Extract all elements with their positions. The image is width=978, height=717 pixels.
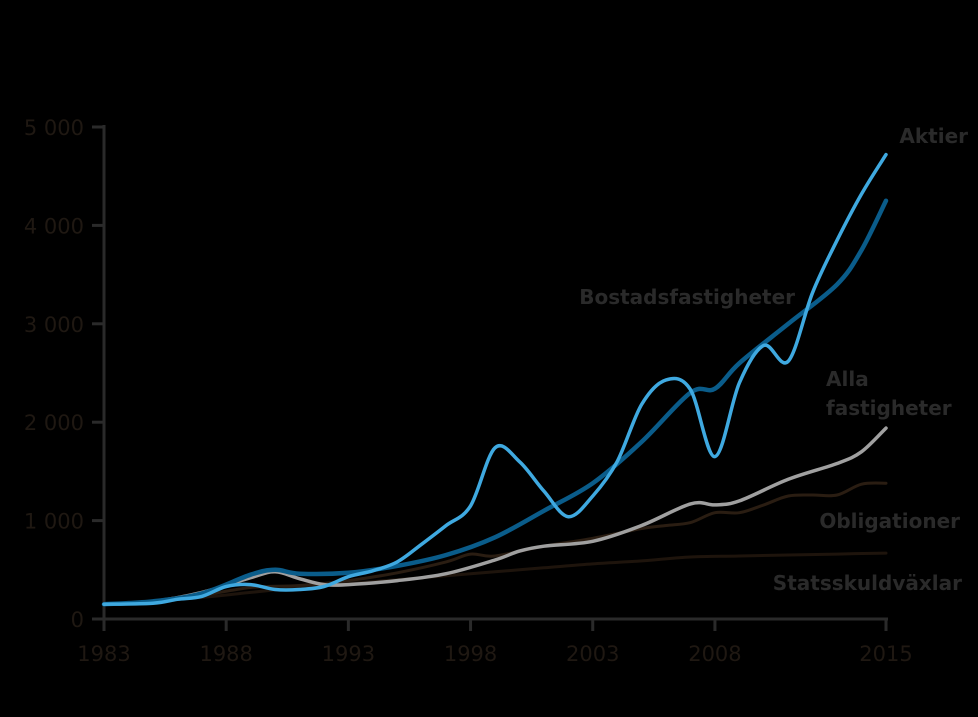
series-lines	[101, 152, 889, 607]
x-tick-label: 2008	[688, 642, 741, 666]
axes: 0 1 000 2 000 3 000 4 000 5 000 1983 1988 1993 19…	[24, 116, 913, 666]
x-tick-label: 1993	[322, 642, 375, 666]
series-line-aktier	[102, 152, 888, 606]
y-tick-label: 2 000	[24, 411, 84, 435]
y-tick-label: 1 000	[24, 510, 84, 534]
series-label: Statsskuldväxlar	[773, 571, 962, 595]
series-line-statsskuldväxlar	[102, 551, 888, 606]
x-tick-label: 1988	[199, 642, 252, 666]
series-label: Aktier	[899, 124, 968, 148]
x-tick-label: 2015	[859, 642, 912, 666]
series-labels: Aktier Bostadsfastigheter Alla fastigheter O…	[579, 124, 968, 595]
x-tick-label: 1983	[77, 642, 130, 666]
series-label: Bostadsfastigheter	[579, 285, 795, 309]
y-tick-label: 5 000	[24, 116, 84, 140]
series-label: fastigheter	[826, 396, 952, 420]
series-line-alla-fastigheter	[102, 426, 888, 606]
y-tick-label: 4 000	[24, 214, 84, 238]
y-tick-label: 0	[71, 608, 84, 632]
x-tick-label: 1998	[444, 642, 497, 666]
series-line-obligationer	[102, 481, 888, 606]
series-line-bostadsfastigheter	[101, 198, 889, 607]
series-label: Alla	[826, 367, 869, 391]
series-label: Obligationer	[819, 509, 960, 533]
x-tick-label: 2003	[566, 642, 619, 666]
y-tick-label: 3 000	[24, 313, 84, 337]
